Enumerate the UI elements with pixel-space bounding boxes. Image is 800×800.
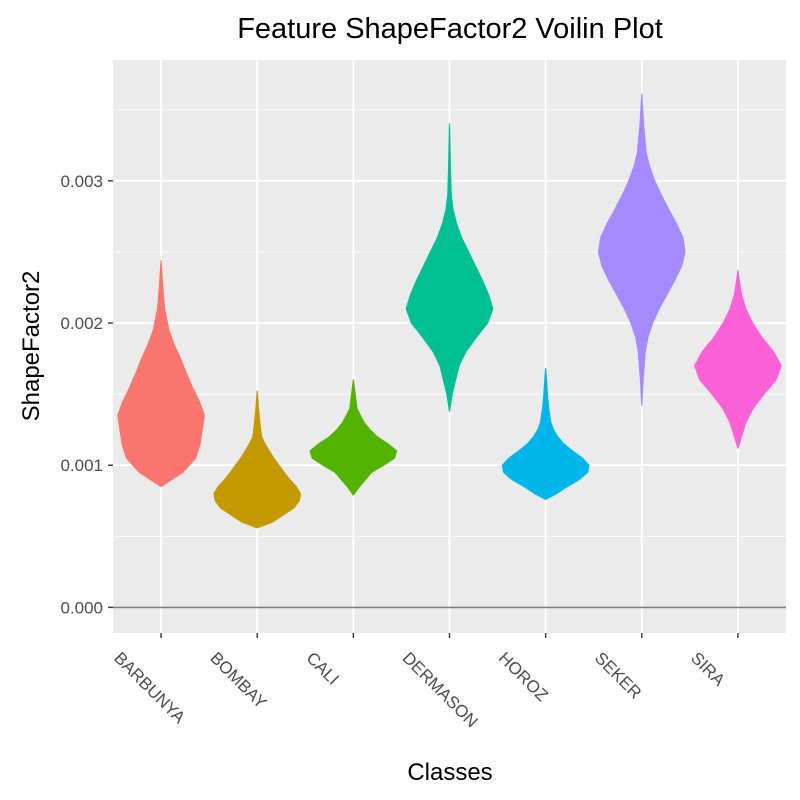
violin-barbunya bbox=[117, 259, 205, 488]
violin-dermason bbox=[405, 123, 494, 412]
y-axis: 0.000 0.001 0.002 0.003 bbox=[60, 172, 113, 617]
violin-bombay bbox=[213, 390, 302, 529]
violin-seker bbox=[597, 93, 686, 407]
y-tick-label: 0.000 bbox=[60, 598, 103, 617]
x-axis-title: Classes bbox=[407, 759, 492, 786]
y-axis-title: ShapeFactor2 bbox=[18, 271, 45, 422]
y-tick-label: 0.001 bbox=[60, 456, 103, 475]
violin-cali bbox=[309, 379, 398, 496]
chart-title: Feature ShapeFactor2 Voilin Plot bbox=[237, 13, 663, 45]
y-tick-label: 0.003 bbox=[60, 172, 103, 191]
violin-horoz bbox=[501, 367, 590, 500]
violin-sira bbox=[694, 269, 782, 449]
y-tick-label: 0.002 bbox=[60, 314, 103, 333]
violins bbox=[117, 93, 782, 529]
